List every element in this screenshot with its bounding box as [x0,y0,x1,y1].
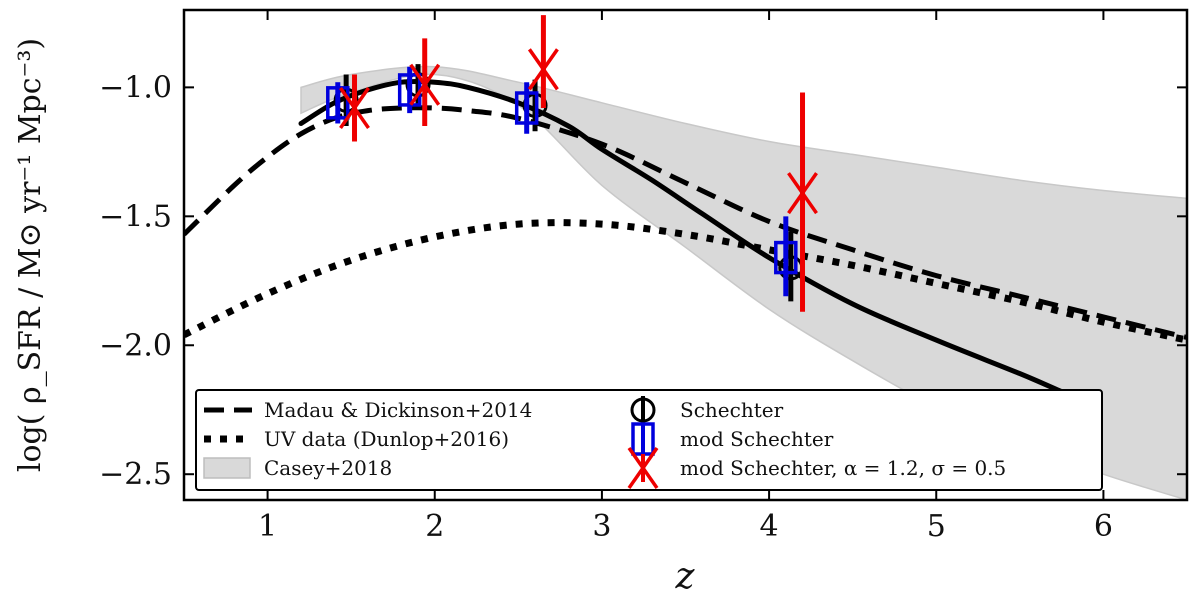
y-tick-label: −2.5 [99,457,172,492]
legend-swatch-band [203,457,251,479]
series-layer [184,78,1187,395]
x-point-stroke-b [787,172,818,215]
legend-box [195,389,1103,491]
x-point-stroke-b [527,48,559,91]
points-layer [326,15,818,312]
series-line-dashed [184,105,1187,340]
x-point [527,48,559,91]
x-tick-label: 2 [425,509,444,544]
legend-swatch-x [627,446,659,490]
x-point [787,172,818,215]
legend-label: Madau & Dickinson+2014 [264,398,532,422]
plot-frame [182,8,1189,502]
y-tick-label: −1.0 [99,70,172,105]
y-tick-label: −1.5 [99,199,172,234]
legend-label: Casey+2018 [264,456,392,480]
legend: Madau & Dickinson+2014 UV data (Dunlop+20… [195,389,1103,491]
x-point-stroke-b [409,63,441,106]
x-axis-label: z [675,556,696,597]
x-tick-label: 6 [1094,509,1113,544]
legend-label: UV data (Dunlop+2016) [264,427,509,451]
ticks-layer: 1 2 3 4 5 6 −1.0 −1.5 −2.0 −2.5 [99,10,1187,544]
y-axis-label: log( ρ_SFR / M⊙ yr⁻¹ Mpc⁻³) [13,38,48,472]
square-point [326,86,350,120]
x-point [339,86,370,130]
legend-swatch-circle [630,397,656,423]
square-point [774,240,798,275]
series-line-solid [298,78,1065,395]
square-point [514,91,539,125]
x-point [409,63,441,106]
x-tick-label: 4 [760,509,779,544]
x-tick-label: 3 [592,509,611,544]
legend-label: Schechter [680,398,784,422]
legend-label: mod Schechter [680,427,834,451]
x-point-stroke-b [339,86,370,130]
legend-swatch-x-stroke-b [627,446,659,490]
legend-label: mod Schechter, α = 1.2, σ = 0.5 [680,456,1006,480]
x-tick-label: 1 [258,509,277,544]
y-tick-label: −2.0 [99,328,172,363]
x-tick-label: 5 [927,509,946,544]
